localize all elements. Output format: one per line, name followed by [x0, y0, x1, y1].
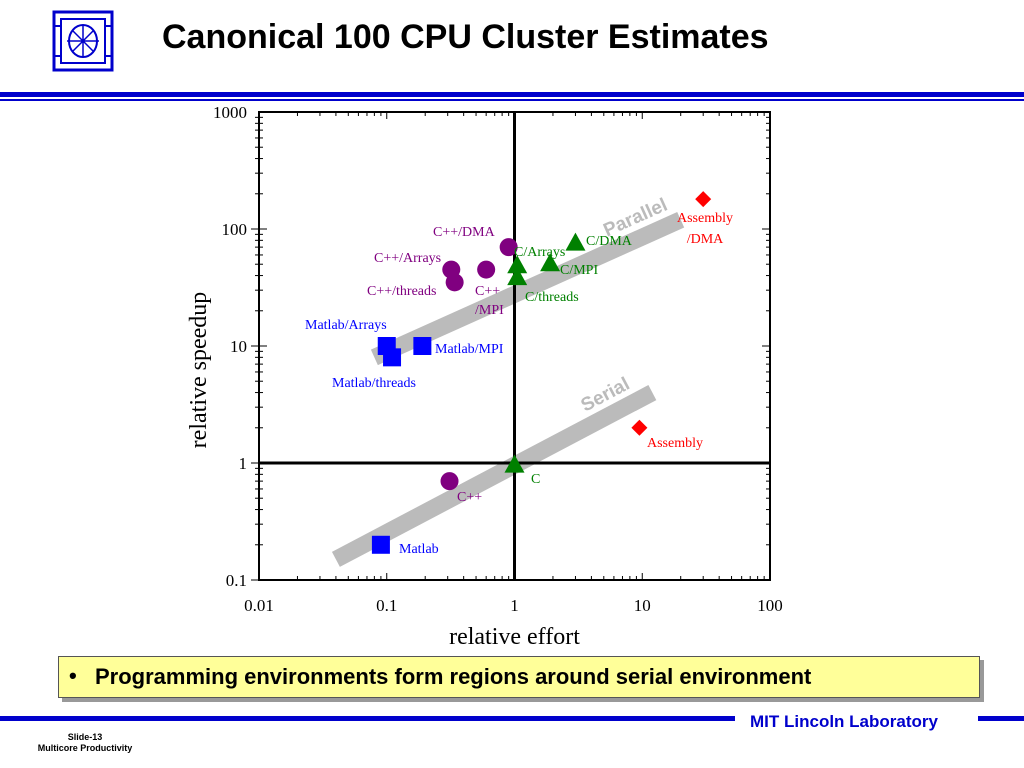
point-label: Matlab	[399, 542, 439, 557]
point-label: C/MPI	[560, 263, 598, 278]
point-matlab-mpi	[413, 337, 432, 355]
point-label: Matlab/MPI	[435, 342, 504, 357]
point-assembly-dma	[695, 191, 712, 208]
point-label: Matlab/threads	[332, 376, 416, 391]
x-tick-label: 0.1	[376, 596, 397, 615]
y-axis-label: relative speedup	[186, 292, 212, 449]
point-matlab	[371, 535, 390, 554]
point-cpp	[440, 472, 459, 491]
y-tick-label: 100	[222, 220, 248, 239]
lincoln-lab-logo-icon	[52, 10, 114, 72]
header-rule-thin	[0, 99, 1024, 101]
point-label: Assembly	[677, 211, 733, 226]
point-label: C++/threads	[367, 284, 436, 299]
band-serial	[331, 385, 657, 567]
slide-number: Slide-13	[67, 732, 103, 742]
y-tick-label: 10	[230, 337, 247, 356]
y-tick-label: 1000	[213, 103, 247, 122]
point-cpp-dma	[499, 238, 518, 257]
footer-rule-right	[978, 716, 1024, 721]
point-label: Matlab/Arrays	[305, 318, 387, 333]
point-cpp-threads	[445, 273, 464, 292]
point-assembly	[631, 419, 648, 436]
footer-rule	[0, 716, 735, 721]
point-c-arrays	[507, 255, 528, 274]
footer-slide-info: Slide-13 Multicore Productivity	[0, 732, 170, 754]
point-label: C++/Arrays	[374, 251, 441, 266]
deck-name: Multicore Productivity	[37, 743, 133, 753]
x-tick-label: 1	[510, 596, 519, 615]
point-label: /DMA	[687, 232, 724, 247]
point-label: C/DMA	[586, 234, 633, 249]
point-c-dma	[565, 232, 586, 251]
x-axis-label: relative effort	[449, 624, 580, 650]
point-label: C/threads	[525, 290, 579, 305]
point-matlab-threads	[383, 348, 402, 367]
x-tick-label: 0.01	[244, 596, 274, 615]
bullet-box: • Programming environments form regions …	[58, 656, 980, 698]
x-tick-label: 100	[757, 596, 783, 615]
page-title: Canonical 100 CPU Cluster Estimates	[162, 18, 769, 56]
point-label: C++/DMA	[433, 225, 496, 240]
point-label: Assembly	[647, 436, 703, 451]
y-tick-label: 0.1	[226, 571, 247, 590]
point-c-mpi	[540, 253, 561, 272]
point-label: /MPI	[475, 303, 504, 318]
footer-org: MIT Lincoln Laboratory	[750, 712, 938, 731]
point-label: C/Arrays	[514, 245, 565, 260]
y-tick-label: 1	[239, 454, 248, 473]
point-cpp-mpi	[477, 260, 496, 279]
point-c-threads	[507, 267, 528, 286]
x-tick-label: 10	[634, 596, 651, 615]
bullet-text: Programming environments form regions ar…	[95, 664, 812, 689]
point-c	[504, 454, 525, 473]
point-label: C++	[475, 284, 500, 299]
point-label: C	[531, 472, 540, 487]
band-parallel	[370, 211, 685, 366]
point-label: C++	[457, 490, 482, 505]
bullet-marker: •	[69, 663, 77, 688]
header-rule	[0, 92, 1024, 97]
